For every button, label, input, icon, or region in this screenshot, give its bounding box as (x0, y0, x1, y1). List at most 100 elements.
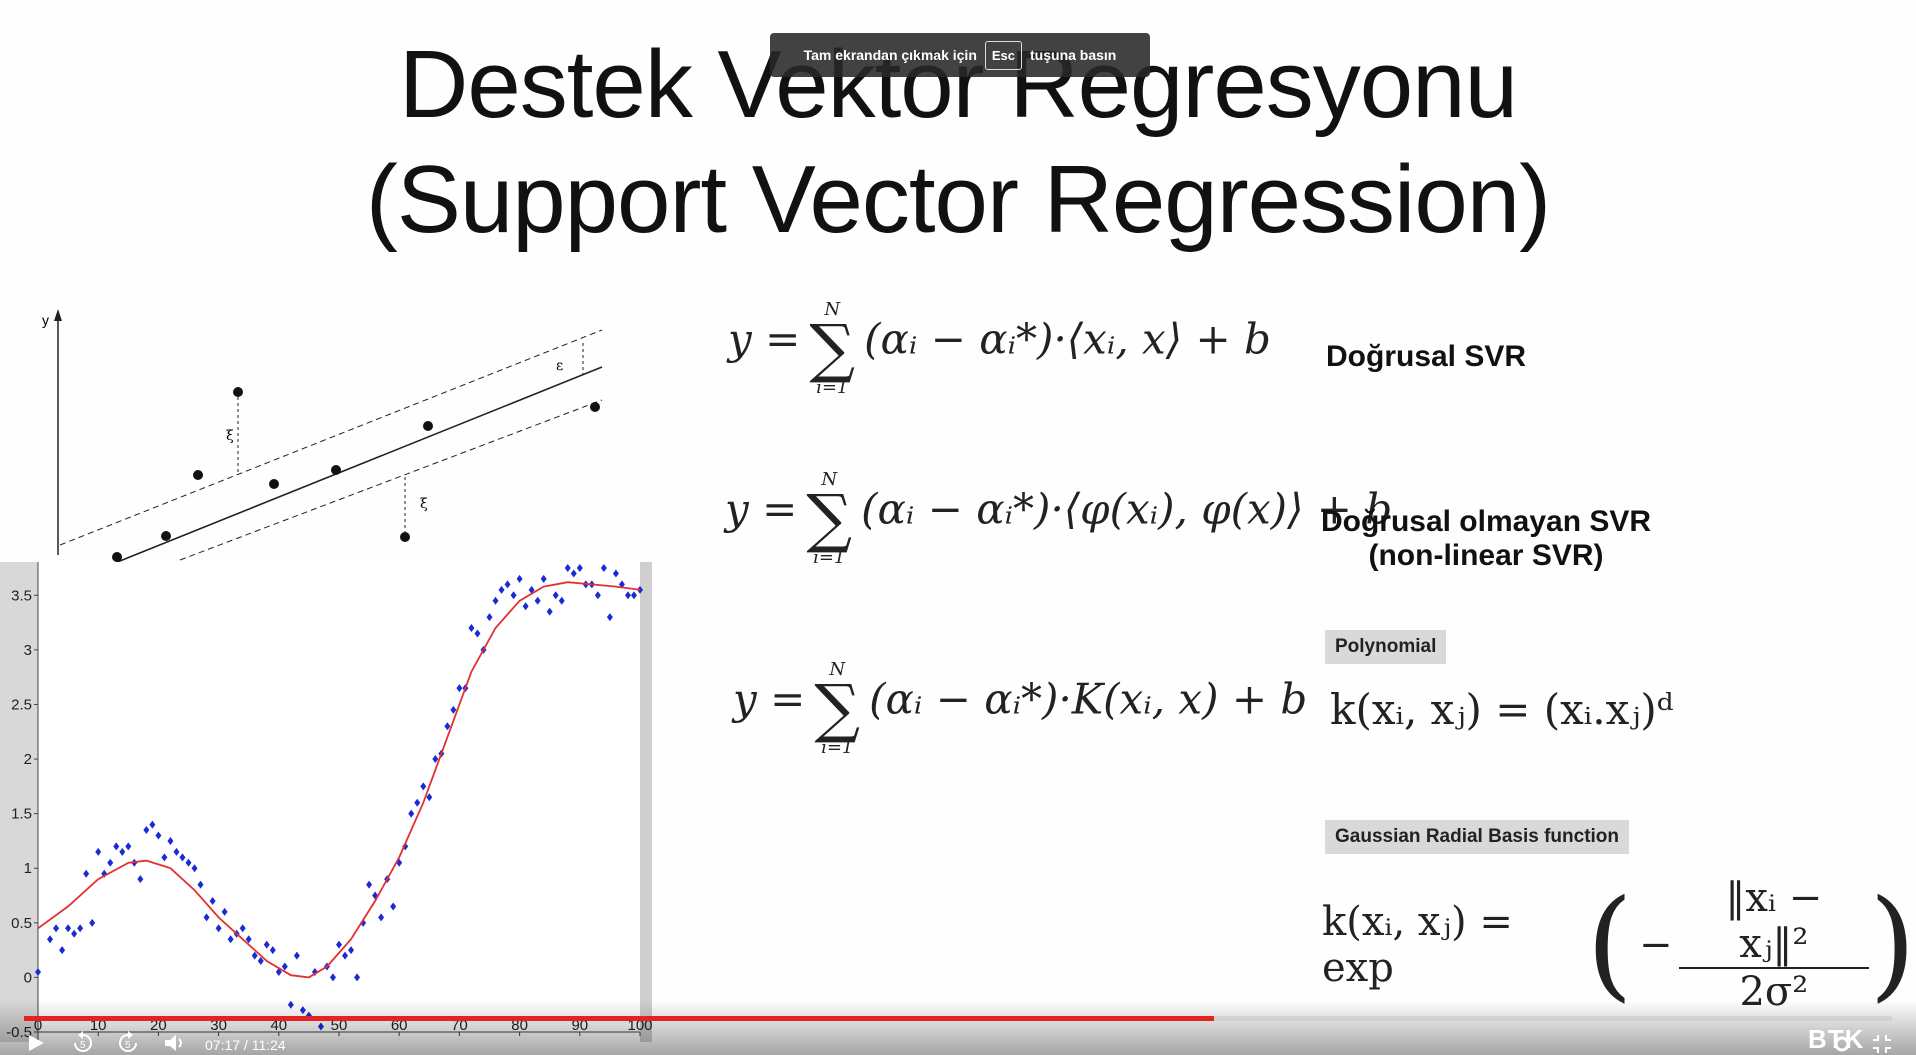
chart-data-point (299, 1006, 306, 1015)
tag-gaussian-rbf: Gaussian Radial Basis function (1325, 820, 1630, 854)
chart-data-point (444, 722, 451, 731)
eq2-lhs: y = (725, 484, 798, 534)
eq1-sum: N ∑ i=1 (809, 299, 856, 398)
chart-x-tick-label: 0 (34, 1017, 42, 1034)
diagram-y-label: y (42, 312, 49, 328)
chart-data-point (89, 918, 96, 927)
eq3-lhs: y = (733, 674, 806, 724)
equation-linear: y = N ∑ i=1 (αᵢ − αᵢ*)·⟨xᵢ, x⟩ + b (728, 300, 1271, 398)
chart-x-tick-label: 90 (571, 1017, 588, 1034)
chart-right-band (640, 562, 652, 1042)
chart-data-point (558, 596, 565, 605)
rbf-lhs: k(xᵢ, xⱼ) = exp (1322, 899, 1513, 991)
chart-data-point (239, 924, 246, 933)
chart-data-point (432, 755, 439, 764)
chart-x-tick-label: 50 (331, 1017, 348, 1034)
chart-data-point (510, 591, 517, 600)
chart-data-point (408, 809, 415, 818)
chart-data-point (287, 1000, 294, 1009)
chart-data-point (215, 924, 222, 933)
chart-data-point (492, 596, 499, 605)
chart-data-point (540, 574, 547, 583)
rbf-fraction: ‖xᵢ − xⱼ‖² 2σ² (1678, 875, 1870, 1015)
chart-data-point (59, 946, 66, 955)
progress-fill (24, 1016, 1214, 1021)
exit-fullscreen-icon[interactable] (1872, 1034, 1892, 1054)
chart-left-band (0, 562, 38, 1042)
play-icon[interactable] (26, 1033, 46, 1053)
chart-data-point (95, 847, 102, 856)
forward-icon[interactable]: 5 (115, 1031, 141, 1055)
chart-data-point (402, 842, 409, 851)
formula-polynomial: k(xᵢ, xⱼ) = (xᵢ.xⱼ)ᵈ (1330, 685, 1674, 734)
chart-data-point (179, 853, 186, 862)
chart-data-point (366, 880, 373, 889)
toast-text-before: Tam ekrandan çıkmak için (803, 47, 977, 63)
chart-data-point (263, 940, 270, 949)
chart-data-point (209, 896, 216, 905)
label-linear-svr: Doğrusal SVR (1326, 340, 1527, 373)
esc-key-badge: Esc (984, 40, 1023, 70)
chart-data-point (143, 826, 150, 835)
chart-x-tick-label: 70 (451, 1017, 468, 1034)
chart-y-tick-label: 3.5 (11, 587, 32, 604)
chart-data-point (390, 902, 397, 911)
chart-data-point (516, 574, 523, 583)
chart-data-point (342, 951, 349, 960)
eq3-rhs: (αᵢ − αᵢ*)·K(xᵢ, x) + b (869, 674, 1308, 724)
chart-data-point (504, 580, 511, 589)
chart-data-point (600, 564, 607, 572)
chart-data-point (546, 607, 553, 616)
eq1-rhs: (αᵢ − αᵢ*)·⟨xᵢ, x⟩ + b (864, 314, 1271, 364)
chart-data-point (450, 705, 457, 714)
chart-data-point (53, 924, 60, 933)
progress-bar[interactable] (24, 1016, 1892, 1021)
chart-x-tick-label: 20 (150, 1017, 167, 1034)
chart-data-point (612, 569, 619, 578)
chart-data-point (65, 924, 72, 933)
chart-data-point (624, 591, 631, 600)
chart-plot-area (38, 562, 640, 1042)
chart-data-point (414, 798, 421, 807)
chart-y-tick-label: 1.5 (11, 806, 32, 823)
chart-data-point (534, 596, 541, 605)
eq2-sum: N ∑ i=1 (806, 469, 853, 568)
chart-data-point (594, 591, 601, 600)
chart-data-point (317, 1022, 324, 1031)
eq1-lhs: y = (728, 314, 801, 364)
chart-data-point (552, 591, 559, 600)
chart-data-point (456, 684, 463, 693)
chart-data-point (107, 858, 114, 867)
xi-label-1: ξ (226, 428, 234, 444)
xi-label-2: ξ (420, 496, 428, 512)
chart-y-tick-label: -0.5 (6, 1024, 32, 1041)
settings-gear-icon[interactable] (1832, 1034, 1852, 1054)
chart-data-point (468, 624, 475, 633)
volume-icon[interactable] (163, 1033, 189, 1053)
chart-y-tick-label: 0 (24, 969, 32, 986)
chart-data-point (564, 564, 571, 572)
rewind-icon[interactable]: 5 (70, 1031, 96, 1055)
equation-nonlinear: y = N ∑ i=1 (αᵢ − αᵢ*)·⟨φ(xᵢ), φ(x)⟩ + b (725, 470, 1392, 568)
chart-data-point (486, 613, 493, 622)
chart-data-point (113, 842, 120, 851)
chart-data-point (348, 946, 355, 955)
chart-data-point (227, 935, 234, 944)
formula-rbf: k(xᵢ, xⱼ) = exp ( − ‖xᵢ − xⱼ‖² 2σ² ) (1322, 875, 1916, 1015)
chart-data-point (137, 875, 144, 884)
chart-data-point (221, 907, 228, 916)
eq3-sum: N ∑ i=1 (814, 659, 861, 758)
label-nonlinear-line2: (non-linear SVR) (1368, 539, 1604, 572)
chart-data-point (336, 940, 342, 949)
eq2-rhs: (αᵢ − αᵢ*)·⟨φ(xᵢ), φ(x)⟩ + b (861, 484, 1393, 534)
linear-svr-diagram: y ξ ξ ε (42, 309, 603, 565)
forward-seconds: 5 (125, 1040, 131, 1051)
chart-data-point (77, 924, 84, 933)
fullscreen-exit-toast: Tam ekrandan çıkmak için Esc tuşuna bası… (770, 33, 1150, 77)
chart-x-tick-label: 40 (270, 1017, 287, 1034)
btk-logo: BTK (1808, 1024, 1865, 1054)
rbf-numerator: ‖xᵢ − xⱼ‖² (1678, 875, 1870, 969)
chart-data-point (576, 564, 583, 572)
chart-data-point (269, 946, 276, 955)
